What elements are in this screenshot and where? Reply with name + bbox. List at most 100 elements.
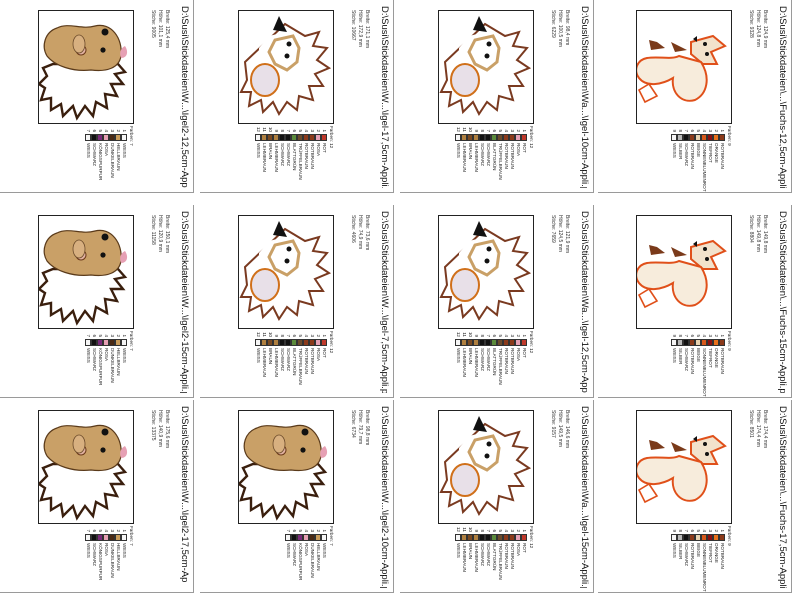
info-width: Breite: 121,9 mm — [564, 215, 570, 254]
color-swatch — [485, 534, 491, 541]
thread-name: ROT — [322, 348, 327, 358]
color-swatch — [273, 134, 279, 141]
thread-number: 5 — [498, 129, 503, 132]
design-info: Breite: 174,4 mm Höhe: 174,4 mm Stiche: 85… — [747, 410, 768, 476]
design-card: D:\Susi\Stickdateien\W...\Igel-17,5cm-Ap… — [200, 0, 394, 193]
thread-number: 5 — [98, 334, 103, 337]
thread-name: SCHWARZ — [286, 348, 291, 372]
color-swatch — [303, 339, 309, 346]
thread-color-row: 7 SCHWARZ — [285, 331, 291, 395]
thread-number: 3 — [110, 529, 115, 532]
thread-name: ROTBRAUN — [690, 348, 695, 374]
thread-color-row: 3 TIEFROT — [707, 331, 713, 395]
thread-number: 1 — [322, 529, 327, 532]
color-swatch — [515, 134, 521, 141]
thread-color-row: 5 TRÜFFELBRAUN — [297, 126, 303, 190]
thread-number: 7 — [486, 334, 491, 337]
info-width: Breite: 124,9 mm — [762, 10, 768, 49]
color-swatch — [109, 339, 115, 346]
color-swatch — [671, 134, 677, 141]
thread-number: 4 — [504, 529, 509, 532]
thread-number: 9 — [474, 334, 479, 337]
thread-number: 2 — [316, 529, 321, 532]
thread-name: SCHWARZ — [684, 143, 689, 167]
thread-number: 6 — [92, 529, 97, 532]
color-swatch — [261, 134, 267, 141]
thread-color-list: Farben: 12 1 ROT 2 ROSA 3 ROTBRAUN 4 ROTBRAUN 5 TR… — [255, 126, 334, 190]
thread-color-list: Farben: 7 1 WEISS 2 HELLBRAUN 3 DUNKELBRAUN 4 RO… — [85, 126, 134, 190]
color-swatch — [115, 534, 121, 541]
hedgehog-design-image — [439, 16, 532, 116]
info-width: Breite: 98,4 mm — [564, 10, 570, 46]
color-swatch — [479, 134, 485, 141]
thread-color-row: 9 LEHMBRAUN — [473, 526, 479, 590]
thread-number: 1 — [122, 129, 127, 132]
color-swatch — [309, 534, 315, 541]
thread-name: BEIGE — [696, 143, 701, 158]
thread-number: 6 — [492, 129, 497, 132]
thread-number: 3 — [310, 129, 315, 132]
thread-name: SCHWARZ — [280, 348, 285, 372]
thread-color-row: 1 ROTBRAUN — [719, 331, 725, 395]
color-swatch — [719, 339, 725, 346]
thread-color-row: 10 BRAUN — [467, 126, 473, 190]
card-content: D:\Susi\Stickdateien\...\Fuchs-15cm-Appl… — [598, 205, 792, 398]
color-swatch — [461, 534, 467, 541]
color-swatch — [261, 339, 267, 346]
thread-number: 12 — [456, 331, 461, 337]
thread-color-row: 3 TIEFROT — [707, 126, 713, 190]
design-card: D:\Susi\Stickdateien\...\Fuchs-17,5cm-Ap… — [598, 400, 792, 593]
design-card: D:\Susi\Stickdateien\Wa...\Igel-12,5cm-A… — [400, 205, 594, 398]
thread-number: 7 — [286, 529, 291, 532]
thread-name: WEISS — [672, 348, 677, 363]
thread-number: 3 — [510, 529, 515, 532]
thread-number: 8 — [280, 129, 285, 132]
thread-number: 4 — [702, 334, 707, 337]
color-swatch — [85, 534, 91, 541]
color-swatch — [509, 534, 515, 541]
design-info: Breite: 146,6 mm Höhe: 149,5 mm Stiche: 91… — [549, 410, 570, 476]
thread-name: WEISS — [322, 543, 327, 558]
thread-name: ROTBRAUN — [720, 543, 725, 569]
color-count: Farben: 12 — [529, 331, 534, 354]
card-border — [200, 205, 394, 398]
color-swatch — [491, 534, 497, 541]
thread-name: TIEFROT — [708, 143, 713, 163]
thread-name: SCHWARZ — [480, 143, 485, 167]
thread-number: 4 — [304, 334, 309, 337]
design-card: D:\Susi\Stickdateien\...\Fuchs-15cm-Appl… — [598, 205, 792, 398]
color-swatch — [467, 534, 473, 541]
thread-name: SCHWARZ — [684, 348, 689, 372]
thread-name: ROTBRAUN — [690, 143, 695, 169]
design-info: Breite: 121,9 mm Höhe: 124,5 mm Stiche: 76… — [549, 215, 570, 281]
info-stitches: Stiche: 9005 — [150, 10, 156, 38]
fox-design-image — [637, 239, 727, 309]
color-count: Farben: 7 — [129, 331, 134, 351]
color-count: Farben: 12 — [529, 526, 534, 549]
thread-number: 12 — [256, 126, 261, 132]
color-swatch — [103, 339, 109, 346]
color-swatch — [315, 339, 321, 346]
thread-name: WEISS — [86, 348, 91, 363]
thread-number: 10 — [468, 331, 473, 337]
thread-name: WEISS — [456, 348, 461, 363]
design-card: D:\Susi\Stickdateien\W...\Igel2-12,5cm-A… — [0, 0, 194, 193]
thread-number: 7 — [486, 529, 491, 532]
thread-number: 2 — [714, 529, 719, 532]
card-border — [0, 0, 194, 193]
thread-color-row: 2 HELLBRAUN — [315, 526, 321, 590]
thread-color-row: 1 ROT — [321, 126, 327, 190]
color-swatch — [713, 534, 719, 541]
color-count: Farben: 12 — [329, 331, 334, 354]
thread-color-row: 2 HELLBRAUN — [115, 126, 121, 190]
thread-color-row: 2 ROSA — [315, 126, 321, 190]
color-swatch — [285, 534, 291, 541]
thread-color-row: 3 ROTBRAUN — [509, 526, 515, 590]
color-swatch — [291, 134, 297, 141]
fox-design-image — [637, 434, 727, 504]
card-content: D:\Susi\Stickdateien\...\Fuchs-12,5cm-Ap… — [598, 0, 792, 193]
color-swatch — [713, 339, 719, 346]
thread-name: ROSA — [316, 143, 321, 157]
info-width: Breite: 171,1 mm — [364, 10, 370, 49]
